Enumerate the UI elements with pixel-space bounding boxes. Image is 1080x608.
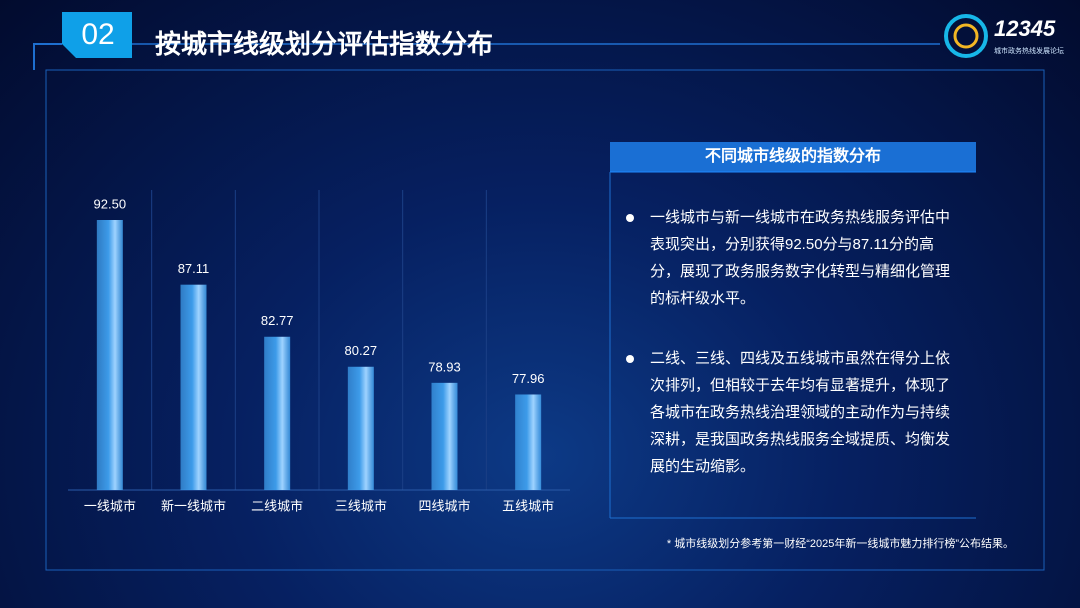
logo-text: 12345 (994, 16, 1056, 41)
bar (96, 220, 123, 490)
bar (431, 382, 458, 490)
footnote: * 城市线级划分参考第一财经“2025年新一线城市魅力排行榜”公布结果。 (667, 536, 1014, 550)
logo-icon (953, 23, 979, 49)
bar (347, 366, 374, 490)
value-label: 82.77 (261, 313, 294, 328)
panel-title: 不同城市线级的指数分布 (705, 146, 881, 165)
x-tick-label: 新一线城市 (161, 498, 226, 513)
x-tick-label: 二线城市 (251, 498, 303, 513)
panel-header (610, 142, 976, 172)
frame (45, 69, 1045, 571)
value-label: 78.93 (428, 359, 461, 374)
bullet-dot (626, 214, 634, 222)
frame (33, 43, 62, 70)
bullet-dot (626, 355, 634, 363)
x-tick-label: 五线城市 (502, 498, 554, 513)
number-box (62, 12, 132, 58)
value-label: 87.11 (178, 261, 210, 276)
value-label: 77.96 (512, 371, 545, 386)
value-label: 80.27 (345, 343, 378, 358)
value-label: 92.50 (94, 196, 127, 211)
section-number: 02 (81, 18, 114, 51)
bullet-text: 二线、三线、四线及五线城市虽然在得分上依次排列，但相较于去年均有显著提升，体现了… (650, 350, 951, 475)
logo-subtitle: 城市政务热线发展论坛 (994, 46, 1064, 55)
bullet-text: 一线城市与新一线城市在政务热线服务评估中表现突出，分别获得92.50分与87.1… (650, 209, 951, 307)
bar (515, 394, 542, 490)
bar (264, 336, 291, 490)
bar (180, 284, 207, 490)
slide-title: 按城市线级划分评估指数分布 (155, 29, 493, 59)
x-tick-label: 四线城市 (418, 498, 470, 513)
logo-icon (944, 14, 988, 58)
x-tick-label: 一线城市 (84, 498, 136, 513)
x-tick-label: 三线城市 (335, 498, 387, 513)
